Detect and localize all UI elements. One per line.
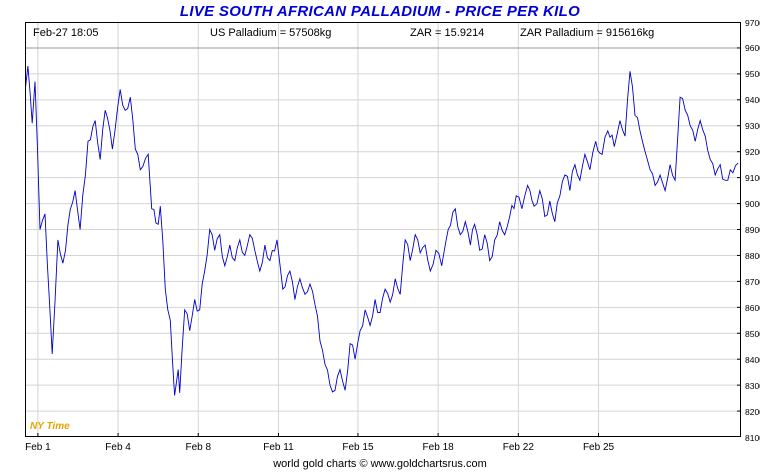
- y-axis-label: 930000: [745, 121, 760, 132]
- x-axis-label: Feb 25: [582, 442, 615, 453]
- x-axis-label: Feb 4: [105, 442, 131, 453]
- y-axis-label: 880000: [745, 250, 760, 261]
- zar-palladium-quote: ZAR Palladium = 915616kg: [520, 27, 655, 39]
- y-axis-label: 810000: [745, 432, 760, 443]
- y-axis-label: 820000: [745, 406, 760, 417]
- us-palladium-quote: US Palladium = 57508kg: [210, 27, 332, 39]
- y-axis-label: 850000: [745, 328, 760, 339]
- quote-timestamp: Feb-27 18:05: [33, 27, 99, 39]
- timezone-label: NY Time: [30, 421, 70, 432]
- page-title: LIVE SOUTH AFRICAN PALLADIUM - PRICE PER…: [179, 3, 581, 20]
- y-axis-label: 870000: [745, 276, 760, 287]
- x-axis-label: Feb 8: [185, 442, 212, 453]
- y-axis-label: 920000: [745, 147, 760, 158]
- y-axis-label: 840000: [745, 354, 760, 365]
- chart-plot-area: Feb-27 18:05 US Palladium = 57508kg ZAR …: [25, 22, 741, 437]
- x-axis-label: Feb 22: [502, 442, 534, 453]
- y-axis-label: 900000: [745, 199, 760, 210]
- plot-border: [25, 22, 741, 437]
- y-axis-label: 860000: [745, 302, 760, 313]
- x-axis-label: Feb 11: [263, 442, 294, 453]
- y-axis-label: 940000: [745, 95, 760, 106]
- plot-svg: [25, 22, 741, 437]
- x-axis-label: Feb 1: [25, 442, 51, 453]
- x-axis-label: Feb 15: [342, 442, 374, 453]
- chart-footer-credit: world gold charts © www.goldchartsrus.co…: [273, 458, 487, 470]
- y-axis-label: 890000: [745, 225, 760, 235]
- x-axis-label: Feb 18: [422, 442, 454, 453]
- zar-rate-quote: ZAR = 15.9214: [410, 27, 485, 39]
- y-axis-label: 830000: [745, 380, 760, 391]
- y-axis-label: 910000: [745, 173, 760, 184]
- y-axis-label: 970000: [745, 17, 760, 28]
- y-axis-label: 950000: [745, 69, 760, 80]
- y-axis-label: 960000: [745, 43, 760, 54]
- price-line: [25, 66, 739, 396]
